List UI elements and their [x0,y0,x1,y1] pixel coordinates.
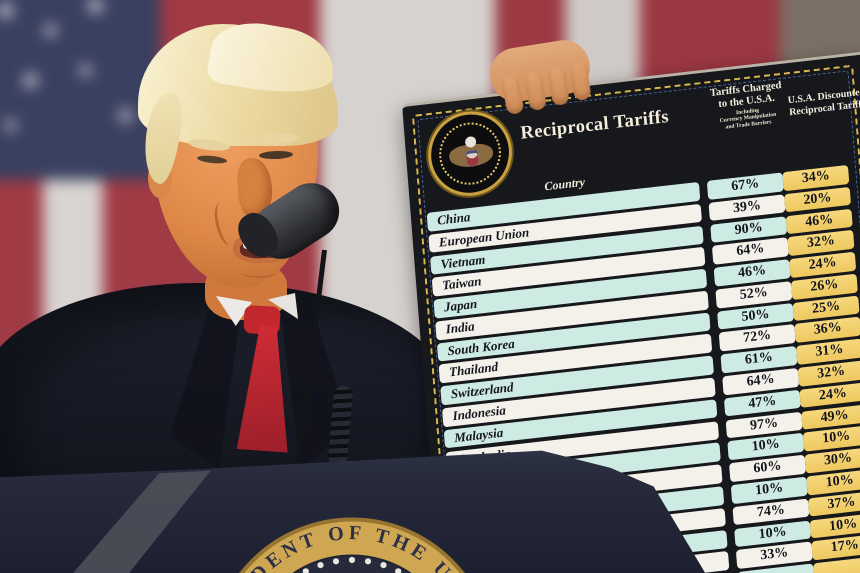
seal-stars [302,556,402,573]
discounted-tariff-cell: 49% [801,403,860,430]
chin-crease [240,266,278,278]
discounted-tariff-cell: 24% [799,382,860,409]
flag-star-field [0,0,160,180]
discounted-tariff-cell: 32% [797,360,860,387]
podium-presidential-seal: SIDENT OF THE U [229,517,465,573]
podium: SIDENT OF THE U [0,440,860,573]
